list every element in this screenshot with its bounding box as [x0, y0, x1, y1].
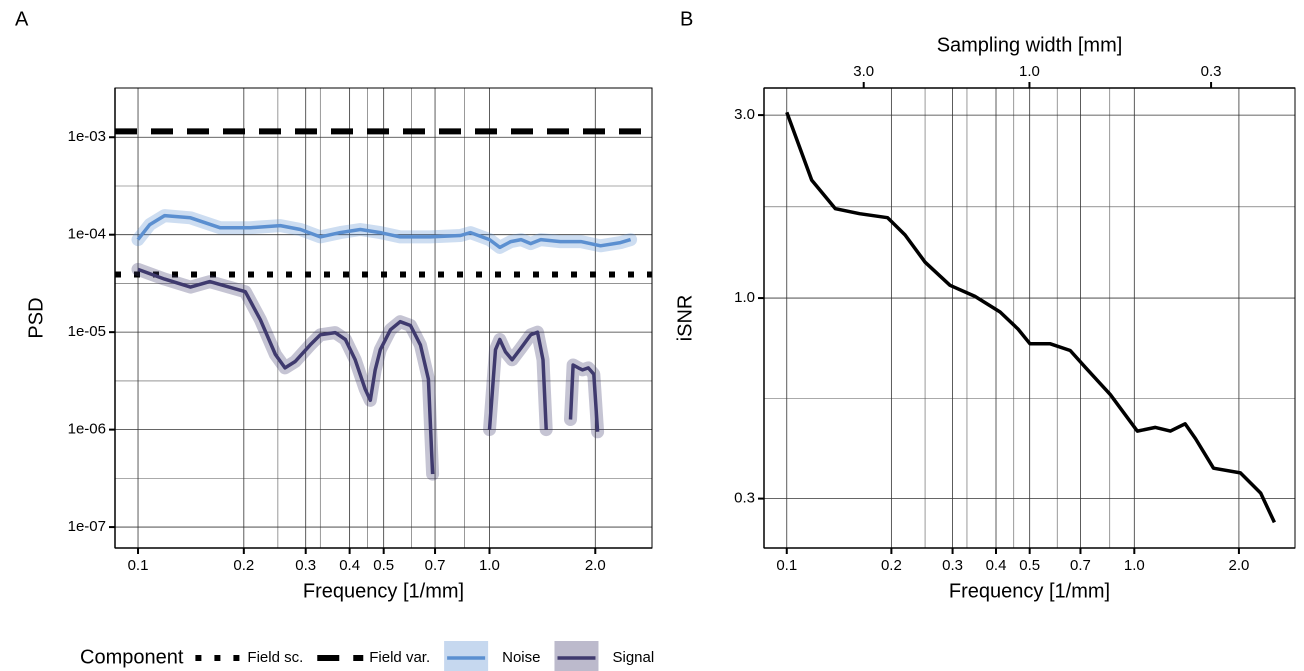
data-line — [785, 111, 1276, 524]
x-tick-label: 1.0 — [1124, 557, 1145, 574]
x-tick-label: 0.5 — [373, 557, 394, 574]
x-tick-label: 0.3 — [942, 557, 963, 574]
x-tick-label: 2.0 — [1228, 557, 1249, 574]
legend: Component Field sc. Field var. Noise Signal — [80, 641, 654, 671]
y-tick-label: 1.0 — [734, 289, 755, 306]
legend-swatch — [444, 641, 489, 671]
panel-label: A — [15, 8, 29, 30]
data-line — [136, 213, 632, 250]
y-axis-label: PSD — [25, 297, 47, 338]
y-axis-label: iSNR — [674, 295, 696, 342]
y-tick-label: 1e-03 — [68, 128, 106, 145]
x-tick-label: 1.0 — [479, 557, 500, 574]
data-line — [137, 267, 600, 475]
y-tick-label: 3.0 — [734, 106, 755, 123]
y-tick-label: 1e-06 — [68, 421, 106, 438]
x-tick-label: 0.7 — [1070, 557, 1091, 574]
x-axis-label: Frequency [1/mm] — [303, 580, 464, 602]
legend-label: Field sc. — [247, 649, 303, 666]
y-tick-label: 1e-05 — [68, 323, 106, 340]
y-tick-label: 1e-07 — [68, 518, 106, 535]
panel: B 0.1 0.2 0.3 0.4 0.5 0.7 1.0 2.0 0.3 1.0 3.0 Freque… — [674, 8, 1296, 602]
x-tick-label: 0.4 — [986, 557, 1007, 574]
x-tick-label: 0.4 — [339, 557, 360, 574]
x-tick-label: 2.0 — [585, 557, 606, 574]
plot-area — [115, 128, 652, 481]
plot-area — [785, 111, 1276, 524]
x2-axis-label: Sampling width [mm] — [937, 34, 1123, 56]
x2-tick-label: 1.0 — [1019, 63, 1040, 80]
x-tick-label: 0.2 — [881, 557, 902, 574]
x-tick-label: 0.7 — [425, 557, 446, 574]
x-tick-label: 0.1 — [776, 557, 797, 574]
x-tick-label: 0.1 — [128, 557, 149, 574]
y-tick-label: 1e-04 — [68, 226, 106, 243]
legend-label: Signal — [612, 649, 654, 666]
panel: A 0.1 0.2 0.3 0.4 0.5 0.7 1.0 2.0 1e-07 1e-06 1e-05… — [15, 8, 653, 602]
x-tick-label: 0.3 — [295, 557, 316, 574]
x-axis-label: Frequency [1/mm] — [949, 580, 1110, 602]
x2-tick-label: 0.3 — [1201, 63, 1222, 80]
x-tick-label: 0.5 — [1019, 557, 1040, 574]
legend-swatch — [554, 641, 599, 671]
panel-label: B — [680, 8, 693, 30]
legend-label: Field var. — [369, 649, 430, 666]
legend-label: Noise — [502, 649, 540, 666]
x-tick-label: 0.2 — [233, 557, 254, 574]
x2-tick-label: 3.0 — [853, 63, 874, 80]
legend-title: Component — [80, 646, 184, 668]
y-tick-label: 0.3 — [734, 490, 755, 507]
